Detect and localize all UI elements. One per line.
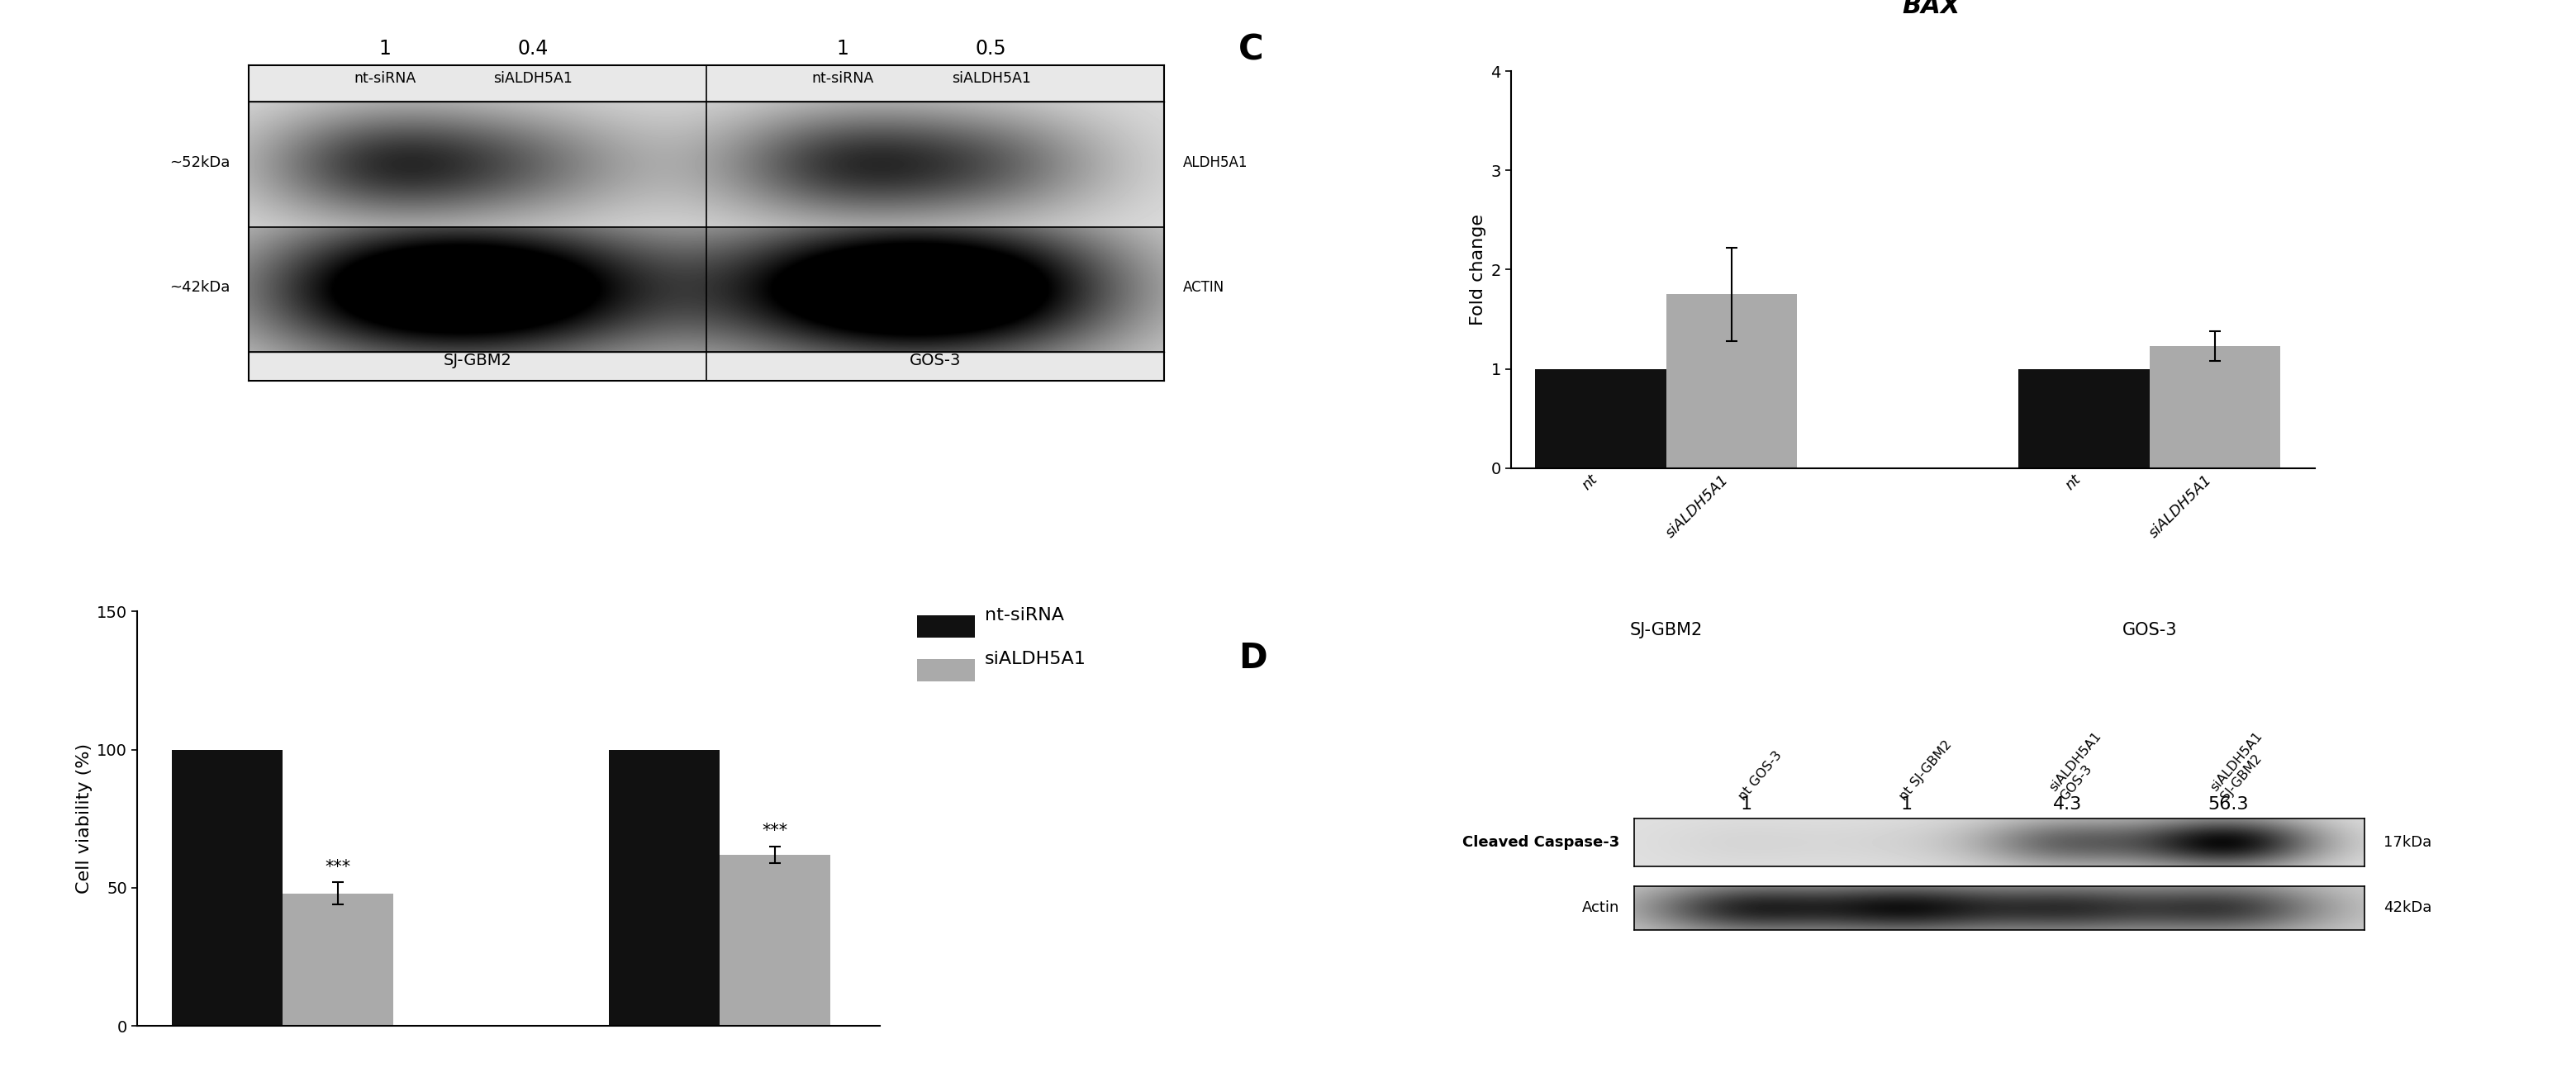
Bar	[917, 615, 974, 638]
Text: 42kDa: 42kDa	[2383, 900, 2432, 915]
Text: ~42kDa: ~42kDa	[170, 280, 229, 295]
Text: 1: 1	[379, 39, 392, 58]
Text: 0.4: 0.4	[518, 39, 549, 58]
Text: 1: 1	[1901, 796, 1911, 813]
Text: nt-siRNA: nt-siRNA	[984, 607, 1064, 624]
Text: nt-siRNA: nt-siRNA	[811, 71, 873, 86]
Text: siALDH5A1: siALDH5A1	[984, 652, 1087, 668]
Text: C: C	[1239, 32, 1265, 67]
Text: 56.3: 56.3	[2208, 796, 2249, 813]
Text: SJ-GBM2: SJ-GBM2	[443, 352, 513, 368]
Text: 17kDa: 17kDa	[2383, 836, 2432, 850]
Text: ACTIN: ACTIN	[1182, 280, 1224, 295]
Text: siALDH5A1
GOS-3: siALDH5A1 GOS-3	[2048, 730, 2115, 803]
Text: Cleaved Caspase-3: Cleaved Caspase-3	[1463, 836, 1620, 850]
Text: nt GOS-3: nt GOS-3	[1736, 750, 1785, 803]
Text: nt-siRNA: nt-siRNA	[353, 71, 415, 86]
Text: nt SJ-GBM2: nt SJ-GBM2	[1899, 739, 1955, 803]
Text: siALDH5A1
SJ-GBM2: siALDH5A1 SJ-GBM2	[2208, 730, 2275, 803]
Bar	[247, 65, 1164, 380]
Text: 1: 1	[1739, 796, 1752, 813]
Text: 4.3: 4.3	[2053, 796, 2081, 813]
Text: Actin: Actin	[1582, 900, 1620, 915]
Text: siALDH5A1: siALDH5A1	[495, 71, 572, 86]
Text: GOS-3: GOS-3	[909, 352, 961, 368]
Text: 1: 1	[837, 39, 848, 58]
Text: D: D	[1239, 641, 1267, 675]
Text: BAX: BAX	[1904, 0, 1960, 18]
Text: siALDH5A1: siALDH5A1	[951, 71, 1030, 86]
Text: ALDH5A1: ALDH5A1	[1182, 155, 1247, 170]
Text: ~52kDa: ~52kDa	[170, 155, 229, 170]
Text: 0.5: 0.5	[976, 39, 1007, 58]
Bar	[917, 659, 974, 682]
